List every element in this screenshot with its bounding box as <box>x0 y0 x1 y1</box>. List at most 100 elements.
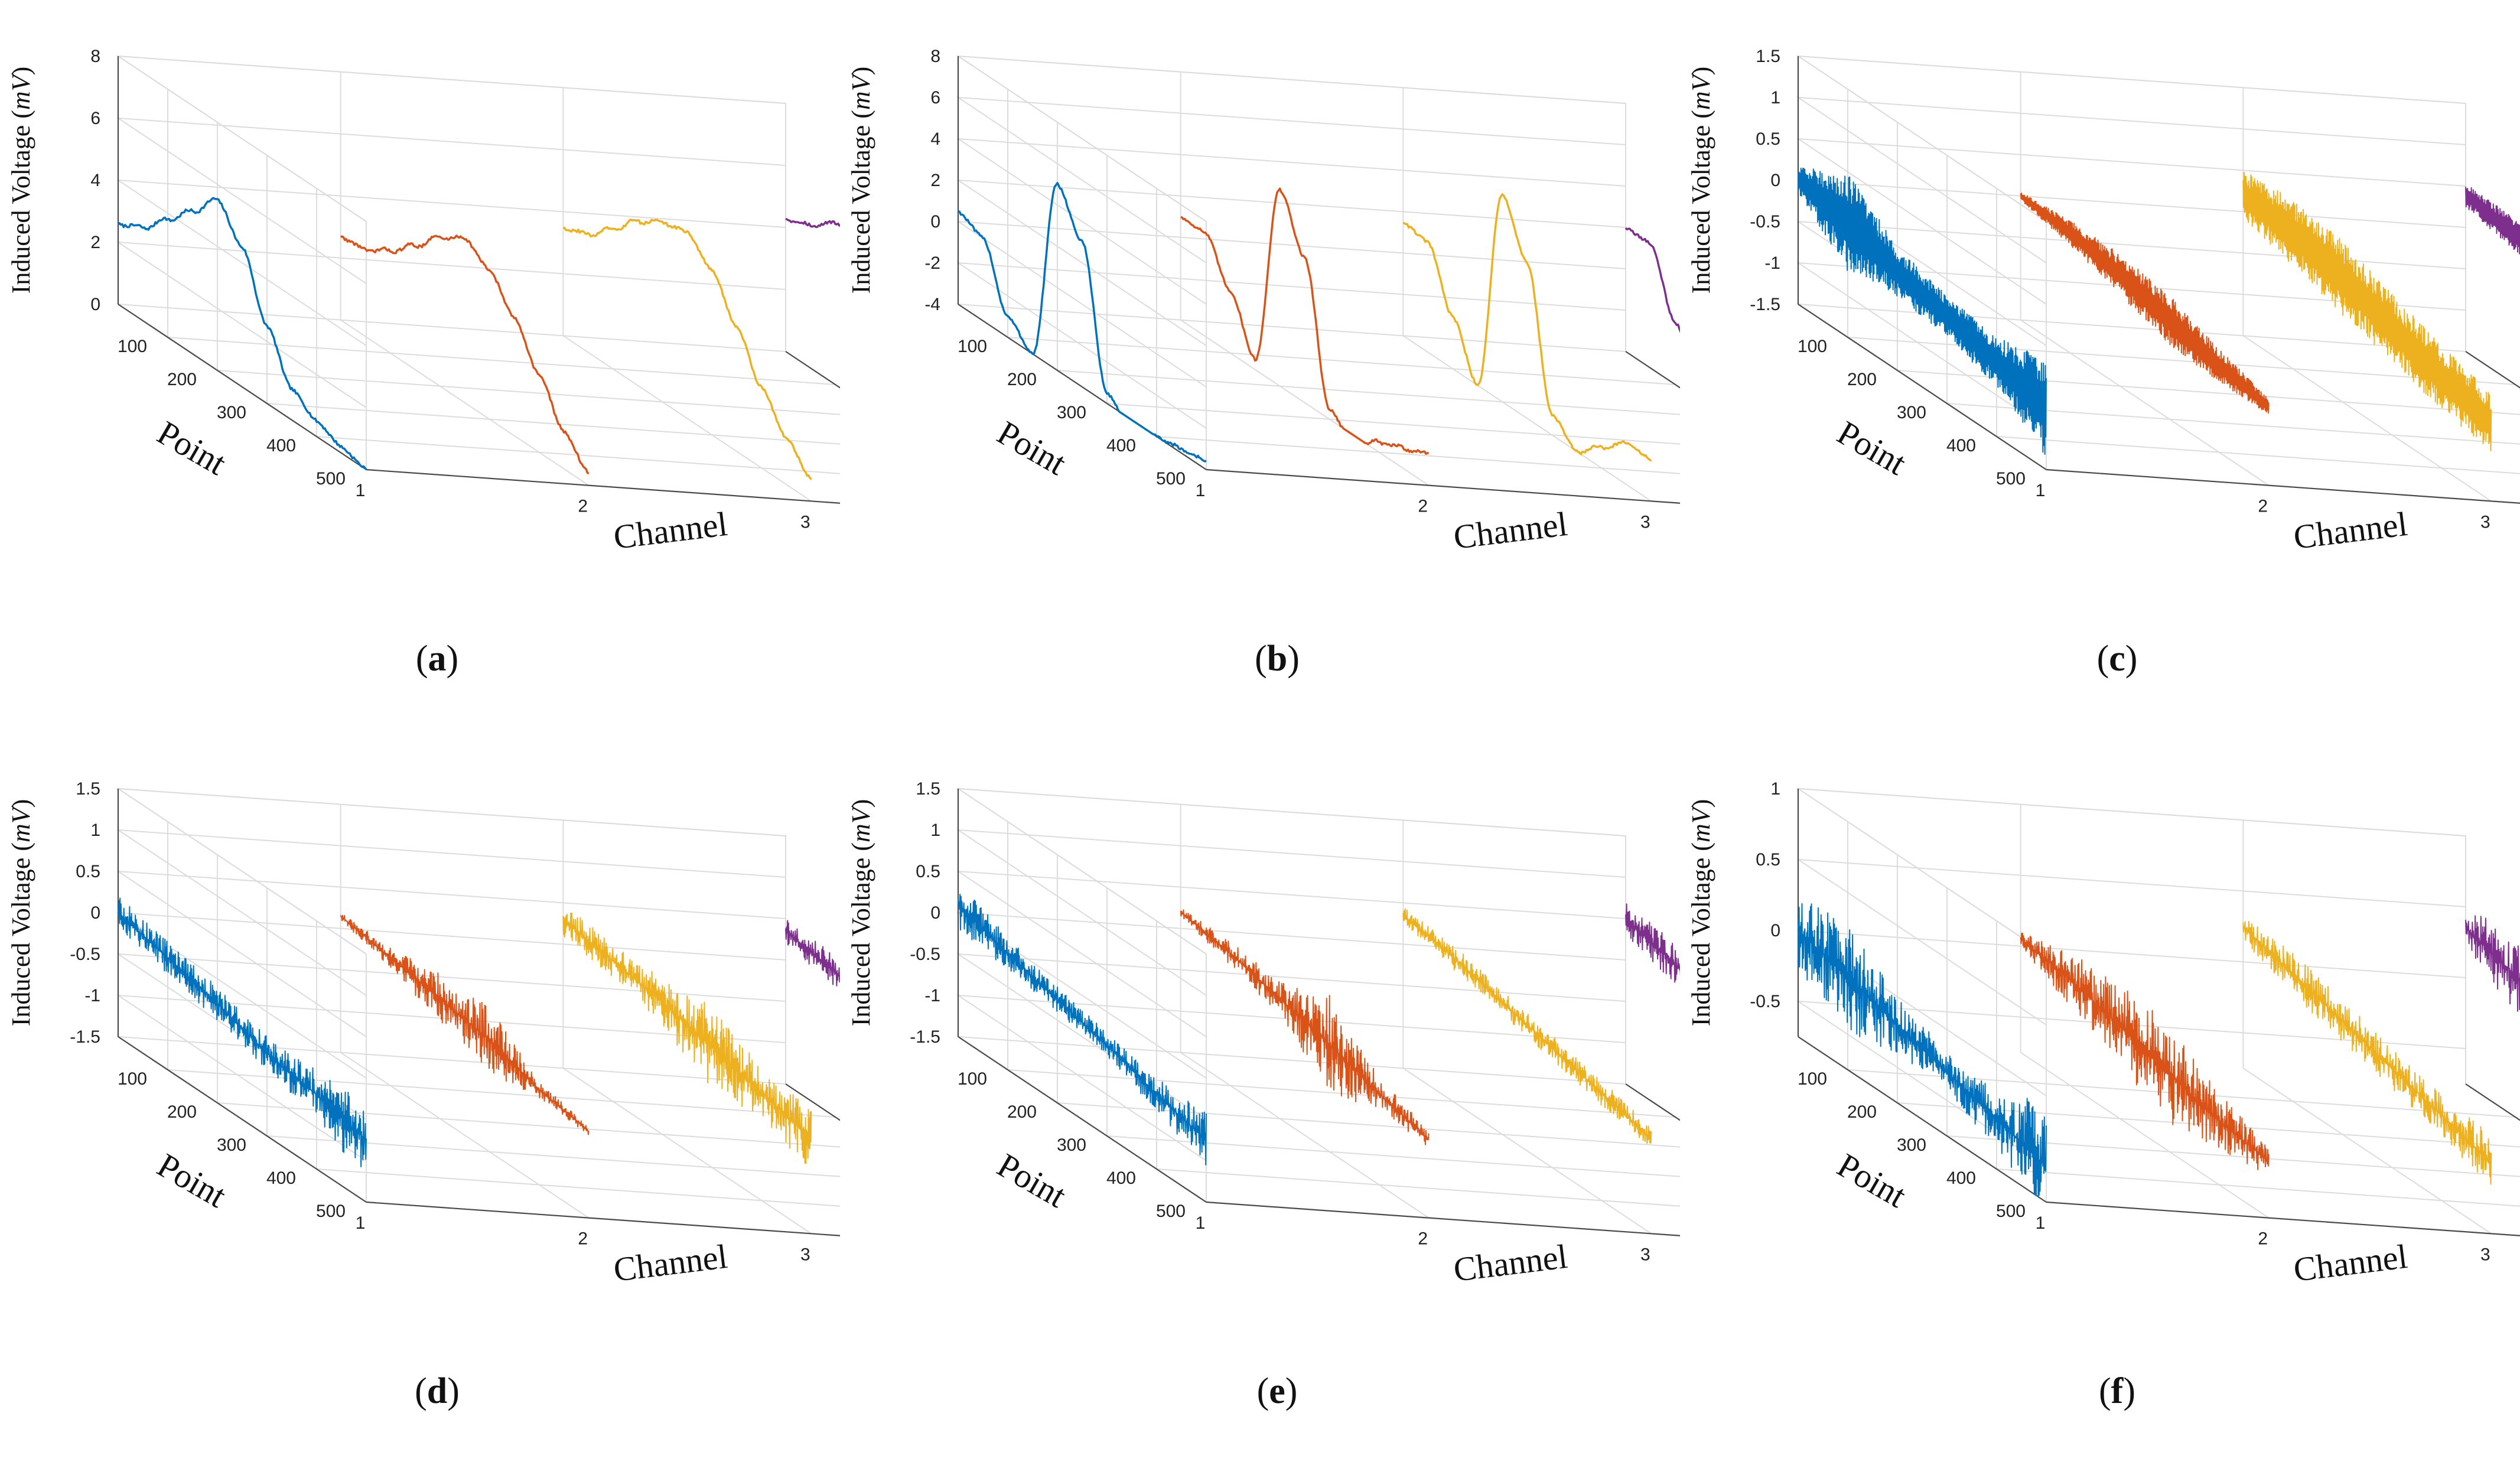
x-tick-label: 3 <box>2480 512 2490 532</box>
y-tick-label: 500 <box>316 469 346 489</box>
z-tick-label: -1 <box>84 986 100 1005</box>
y-tick-label: 300 <box>1897 403 1926 422</box>
y-tick-label: 100 <box>958 337 987 356</box>
y-tick-label: 200 <box>167 370 197 389</box>
grid-line <box>217 370 840 415</box>
x-tick-label: 1 <box>1196 1213 1206 1233</box>
y-axis-title: Point <box>991 413 1073 483</box>
series-line-channel-3 <box>1402 908 1652 1144</box>
series-line-channel-1 <box>958 181 1207 463</box>
x-tick-label: 1 <box>356 481 366 500</box>
y-tick-label: 100 <box>118 337 147 356</box>
z-axis-title: Induced Voltage (mV) <box>6 67 35 294</box>
grid-line <box>1057 1102 1680 1148</box>
series-line-channel-2 <box>1180 187 1429 455</box>
grid-line <box>958 56 1207 222</box>
grid-line <box>340 319 590 486</box>
y-axis <box>118 1036 367 1203</box>
series-line-channel-1 <box>117 197 367 471</box>
axes <box>957 789 1680 1236</box>
x-tick-label: 1 <box>2036 481 2046 500</box>
x-tick-label: 1 <box>2036 1213 2046 1233</box>
y-tick-label: 200 <box>167 1102 197 1122</box>
axes <box>1797 789 2520 1236</box>
z-tick-label: 1 <box>1770 779 1780 799</box>
series-group <box>1798 903 2520 1197</box>
z-axis-title: Induced Voltage (mV) <box>846 799 875 1027</box>
x-tick-label: 3 <box>1640 512 1650 532</box>
grid-line <box>1106 403 1680 445</box>
grid-line <box>1796 787 2466 955</box>
series-line-channel-4 <box>785 920 840 987</box>
y-tick-label: 100 <box>958 1069 987 1089</box>
floor-edge <box>1625 1083 1680 1121</box>
grid-line <box>167 1069 836 1118</box>
y-tick-label: 400 <box>1106 1168 1136 1188</box>
grid-line <box>366 1202 840 1236</box>
floor-edge <box>785 351 840 389</box>
z-tick-label: 8 <box>930 47 940 66</box>
grid-line <box>1180 319 1430 486</box>
z-tick-label: 1 <box>1770 88 1780 108</box>
series-group <box>1798 167 2520 455</box>
grid-line <box>1007 337 1676 385</box>
y-tick-label: 400 <box>1946 1168 1976 1188</box>
grid-line <box>1156 1168 1680 1207</box>
tick-labels: -0.500.511002003004005001234 <box>1750 779 2490 1264</box>
grid-line <box>2046 469 2520 504</box>
z-axis-title: Induced Voltage (mV) <box>6 799 35 1027</box>
z-tick-label: 2 <box>90 233 100 252</box>
x-tick-label: 3 <box>1640 1245 1650 1264</box>
series-line-channel-3 <box>563 218 812 480</box>
grid-line <box>1996 436 2520 474</box>
grid-line <box>266 403 840 445</box>
y-axis <box>1798 1036 2047 1203</box>
x-axis-title: Channel <box>1451 504 1570 556</box>
grid-line <box>1106 1135 1680 1177</box>
x-axis <box>1206 1201 1680 1236</box>
grid-line <box>1402 1067 1652 1235</box>
y-tick-label: 100 <box>1798 337 1827 356</box>
series-line-channel-4 <box>2465 187 2520 255</box>
y-tick-label: 500 <box>1156 1202 1186 1221</box>
y-tick-label: 500 <box>1156 469 1186 489</box>
y-tick-label: 500 <box>1996 469 2026 489</box>
x-tick-label: 1 <box>1196 481 1206 500</box>
y-axis <box>118 304 367 470</box>
x-tick-label: 2 <box>578 497 588 516</box>
chart-svg: -0.500.511002003004005001234Induced Volt… <box>1686 779 2520 1411</box>
x-tick-label: 1 <box>356 1213 366 1233</box>
z-tick-label: 8 <box>90 47 100 66</box>
grid-line <box>1402 335 1652 502</box>
y-tick-label: 300 <box>217 403 246 422</box>
z-tick-label: 6 <box>930 88 940 108</box>
z-tick-label: -1.5 <box>70 1027 100 1047</box>
grid-line <box>2020 1051 2270 1219</box>
grid-line <box>1625 351 1680 389</box>
z-tick-label: 2 <box>930 171 940 190</box>
series-line-channel-3 <box>2242 171 2492 451</box>
z-tick-label: -1 <box>924 986 940 1005</box>
series-group <box>958 181 1680 463</box>
y-tick-label: 200 <box>1007 370 1037 389</box>
grid-line <box>1996 1168 2520 1207</box>
series-line-channel-1 <box>958 894 1207 1166</box>
y-axis-title: Point <box>991 1145 1073 1215</box>
series-line-channel-2 <box>340 914 590 1135</box>
x-tick-label: 3 <box>800 1245 810 1264</box>
axes <box>117 56 840 504</box>
series-line-channel-4 <box>1624 227 1680 334</box>
grid-line <box>1796 929 2466 1096</box>
y-tick-label: 100 <box>1798 1069 1827 1089</box>
series-line-channel-1 <box>118 897 367 1167</box>
chart-svg: -4-2024681002003004005001234Induced Volt… <box>846 47 1680 679</box>
panel-caption: (e) <box>1257 1371 1298 1411</box>
floor-edge <box>785 1083 840 1121</box>
z-tick-label: 1.5 <box>1756 47 1780 66</box>
panel-f: -0.500.511002003004005001234Induced Volt… <box>1680 732 2520 1465</box>
z-tick-label: 0 <box>1770 921 1780 940</box>
grid-line <box>1156 436 1680 474</box>
series-line-channel-2 <box>340 235 590 475</box>
grid-line <box>2465 1083 2520 1121</box>
